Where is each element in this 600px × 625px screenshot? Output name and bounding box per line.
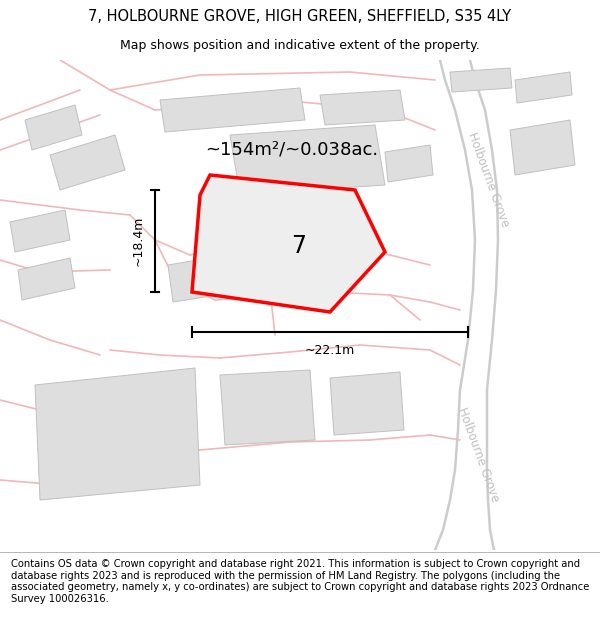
Text: Holbourne Grove: Holbourne Grove [465,131,511,229]
Polygon shape [220,370,315,445]
Polygon shape [450,68,512,92]
Polygon shape [320,90,405,125]
Polygon shape [35,368,200,500]
Text: ~22.1m: ~22.1m [305,344,355,357]
Text: Contains OS data © Crown copyright and database right 2021. This information is : Contains OS data © Crown copyright and d… [11,559,589,604]
Polygon shape [25,105,82,150]
Polygon shape [510,120,575,175]
Text: Map shows position and indicative extent of the property.: Map shows position and indicative extent… [120,39,480,51]
Polygon shape [18,258,75,300]
Polygon shape [270,260,335,302]
Polygon shape [50,135,125,190]
Text: 7: 7 [291,234,306,258]
Polygon shape [168,252,250,302]
Polygon shape [160,88,305,132]
Polygon shape [515,72,572,103]
Text: 7, HOLBOURNE GROVE, HIGH GREEN, SHEFFIELD, S35 4LY: 7, HOLBOURNE GROVE, HIGH GREEN, SHEFFIEL… [88,9,512,24]
Polygon shape [10,210,70,252]
Polygon shape [192,175,385,312]
Polygon shape [230,125,385,195]
Text: ~154m²/~0.038ac.: ~154m²/~0.038ac. [205,141,378,159]
Text: ~18.4m: ~18.4m [132,216,145,266]
Polygon shape [385,145,433,182]
Polygon shape [330,372,404,435]
Text: Holbourne Grove: Holbourne Grove [455,406,501,504]
